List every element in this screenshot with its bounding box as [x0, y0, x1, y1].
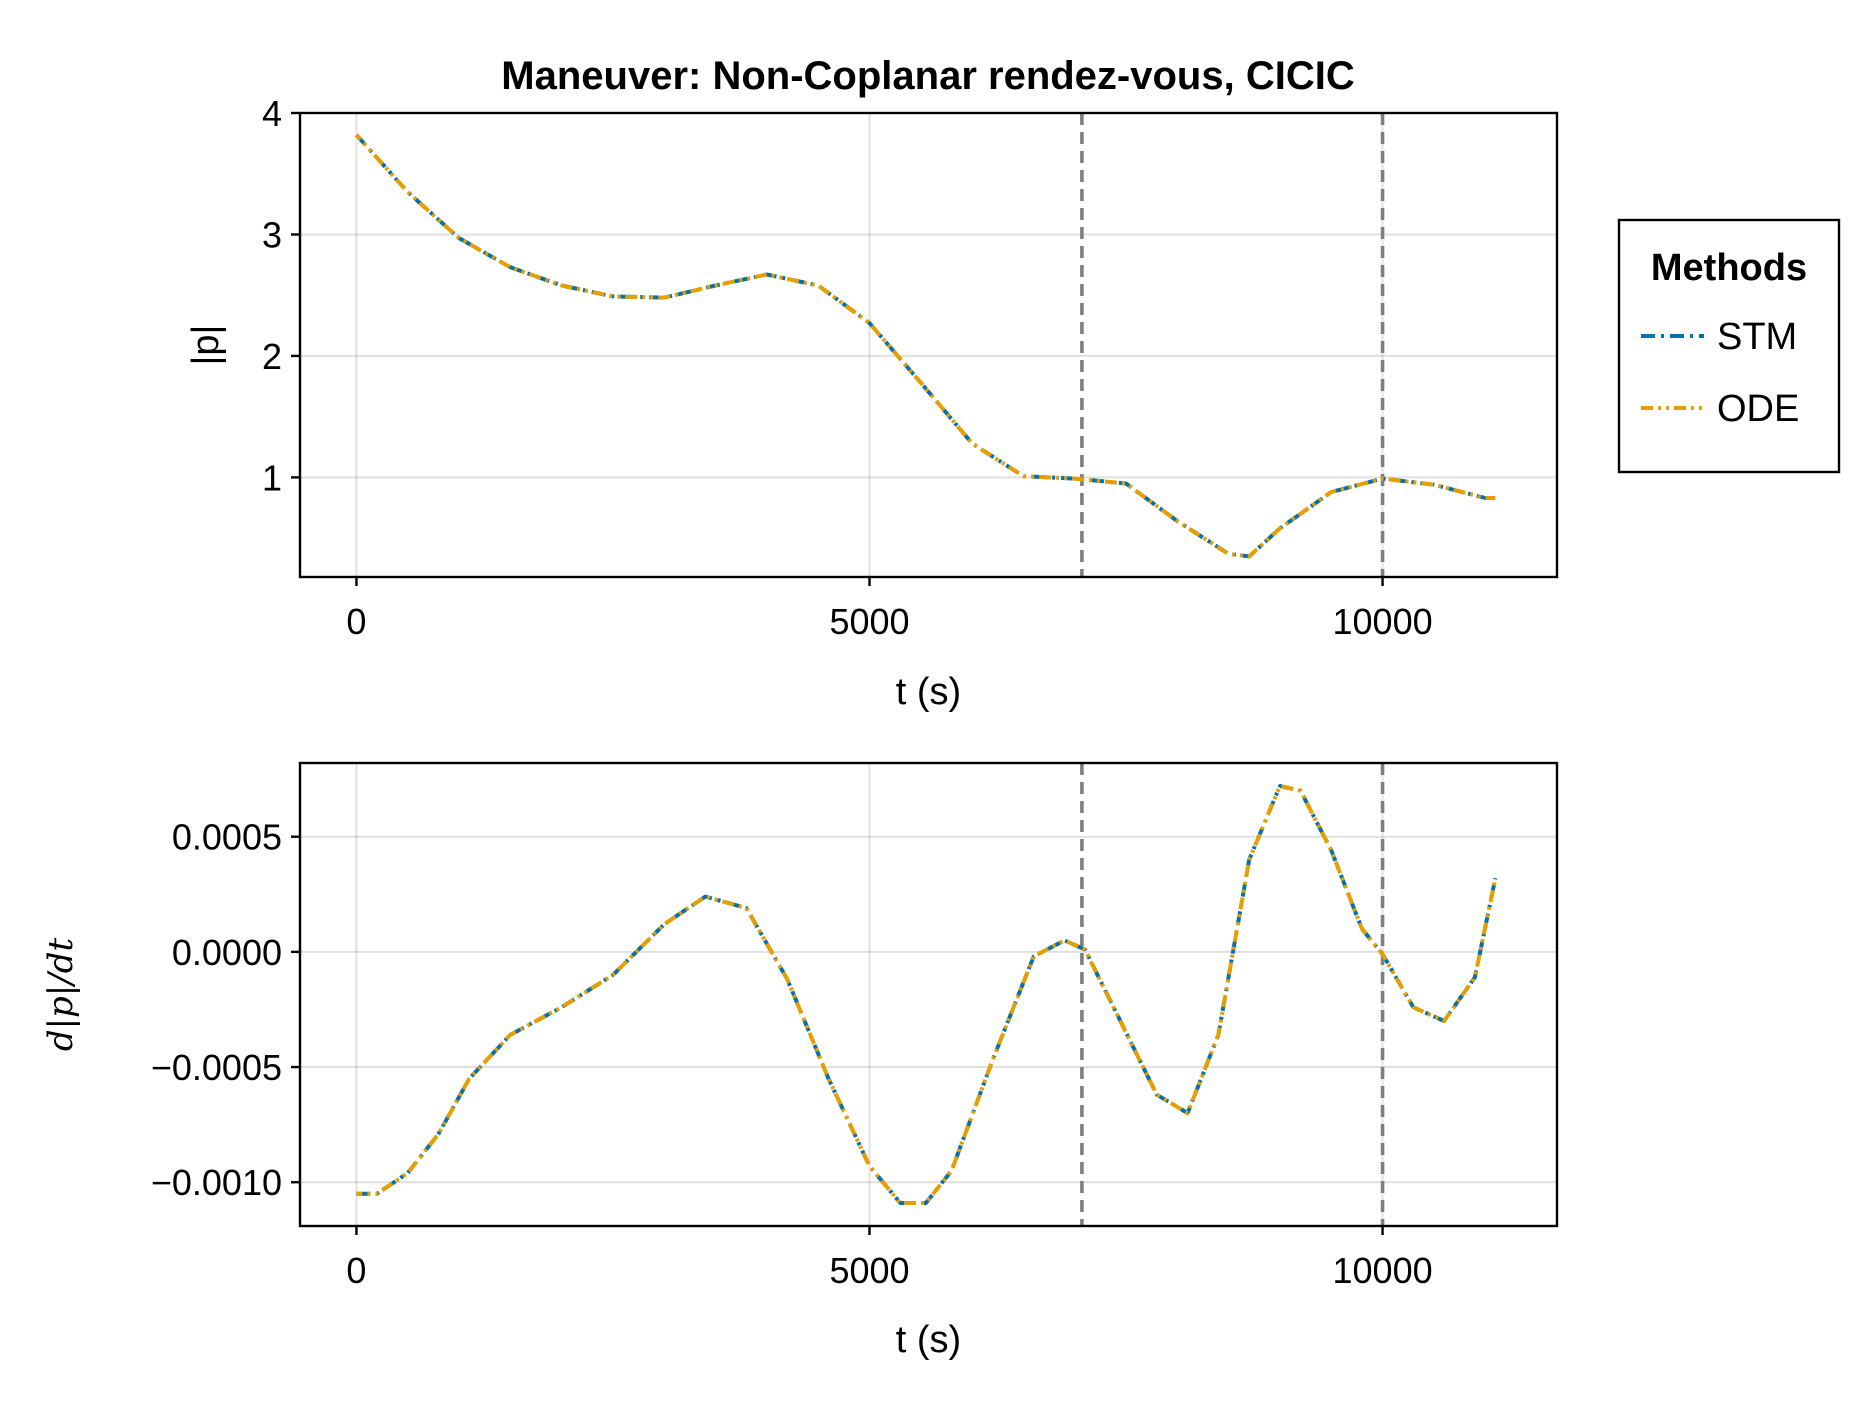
y-tick-label: −0.0005 [151, 1047, 282, 1088]
x-tick-label: 10000 [1333, 1250, 1433, 1291]
panel-position: 0 5000 10000 1 2 3 4 t (s) |p| [185, 93, 1559, 713]
x-tick-label: 0 [346, 1250, 366, 1291]
x-axis-label: t (s) [896, 671, 961, 713]
y-tick-label: −0.0010 [151, 1162, 282, 1203]
plot-frame [298, 761, 1559, 1228]
y-tick-label: 0.0005 [172, 817, 282, 858]
plot-frame [298, 111, 1559, 579]
series-line-ode [354, 133, 1496, 559]
x-axis-label: t (s) [896, 1319, 961, 1361]
series-line-ode [356, 784, 1498, 1205]
x-tick-label: 0 [346, 601, 366, 642]
legend: Methods STM ODE [1617, 218, 1841, 474]
y-tick-label: 3 [262, 214, 282, 255]
y-axis-label: d|p|/dt [41, 938, 81, 1052]
legend-label-stm: STM [1717, 316, 1797, 358]
panel-derivative: 0 5000 10000 0.0005 0.0000 −0.0005 −0.0010 t (s… [41, 761, 1559, 1361]
legend-box [1617, 218, 1841, 474]
y-tick-label: 4 [262, 93, 282, 134]
legend-label-ode: ODE [1717, 388, 1799, 430]
y-axis-label: |p| [185, 325, 227, 366]
series-line-stm [354, 133, 1496, 559]
legend-title: Methods [1651, 247, 1807, 289]
x-tick-label: 5000 [829, 601, 909, 642]
x-tick-label: 5000 [829, 1250, 909, 1291]
y-tick-label: 2 [262, 336, 282, 377]
y-tick-label: 1 [262, 457, 282, 498]
y-tick-label: 0.0000 [172, 932, 282, 973]
series-line-stm [356, 784, 1498, 1205]
x-tick-label: 10000 [1333, 601, 1433, 642]
chart-title: Maneuver: Non-Coplanar rendez-vous, CICI… [501, 54, 1354, 98]
